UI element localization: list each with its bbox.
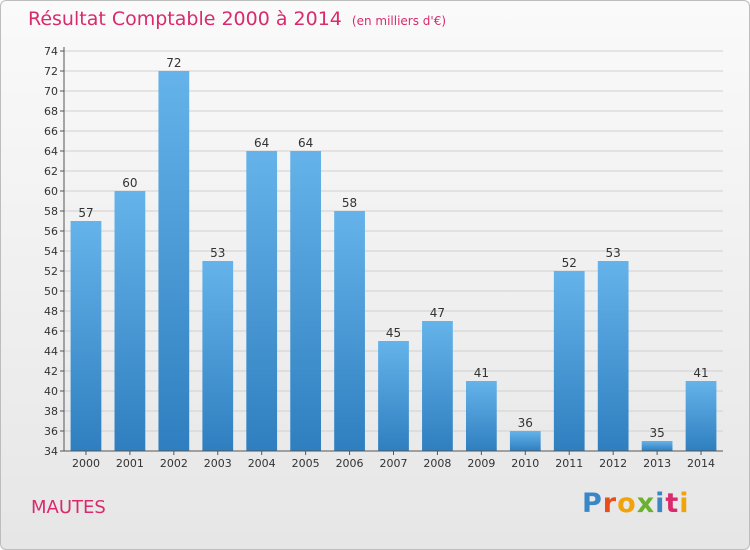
x-tick-label: 2012 (599, 457, 627, 470)
x-tick-label: 2007 (380, 457, 408, 470)
x-tick-label: 2002 (160, 457, 188, 470)
y-tick-label: 34 (44, 445, 58, 458)
y-tick-label: 46 (44, 325, 58, 338)
bar (553, 271, 585, 451)
x-tick-label: 2011 (555, 457, 583, 470)
data-label: 35 (649, 426, 664, 440)
y-tick-label: 50 (44, 285, 58, 298)
data-label: 41 (474, 366, 489, 380)
y-tick-label: 62 (44, 165, 58, 178)
bar (641, 441, 673, 451)
y-tick-label: 60 (44, 185, 58, 198)
bar (685, 381, 717, 451)
y-tick-label: 38 (44, 405, 58, 418)
y-tick-label: 52 (44, 265, 58, 278)
y-tick-label: 64 (44, 145, 58, 158)
y-tick-label: 66 (44, 125, 58, 138)
logo-letter: t (665, 488, 680, 519)
proxiti-logo: Proxiti (582, 488, 690, 519)
x-tick-label: 2013 (643, 457, 671, 470)
bar (509, 431, 541, 451)
bar (465, 381, 497, 451)
y-tick-label: 56 (44, 225, 58, 238)
title-row: Résultat Comptable 2000 à 2014 (en millie… (28, 8, 446, 30)
data-label: 64 (298, 136, 313, 150)
logo-letter: i (655, 488, 666, 519)
logo-letter: x (636, 488, 656, 519)
data-label: 72 (166, 56, 181, 70)
bar (290, 151, 322, 451)
data-label: 57 (78, 206, 93, 220)
bar (246, 151, 278, 451)
logo-letter: P (582, 488, 603, 519)
y-tick-label: 58 (44, 205, 58, 218)
logo-letter: r (602, 488, 618, 519)
y-tick-label: 68 (44, 105, 58, 118)
y-tick-label: 36 (44, 425, 58, 438)
y-tick-label: 44 (44, 345, 58, 358)
data-label: 53 (606, 246, 621, 260)
y-tick-label: 70 (44, 85, 58, 98)
data-label: 60 (122, 176, 137, 190)
x-tick-label: 2009 (467, 457, 495, 470)
y-tick-label: 72 (44, 65, 58, 78)
bar (202, 261, 234, 451)
data-label: 53 (210, 246, 225, 260)
logo-letter: o (617, 488, 637, 519)
bar (114, 191, 146, 451)
x-tick-label: 2003 (204, 457, 232, 470)
x-tick-label: 2005 (292, 457, 320, 470)
y-tick-label: 40 (44, 385, 58, 398)
chart-title: Résultat Comptable 2000 à 2014 (28, 8, 342, 30)
data-label: 52 (562, 256, 577, 270)
data-label: 58 (342, 196, 357, 210)
commune-name: MAUTES (31, 497, 106, 518)
y-tick-label: 42 (44, 365, 58, 378)
bar (334, 211, 365, 451)
data-label: 45 (386, 326, 401, 340)
data-label: 47 (430, 306, 445, 320)
y-tick-label: 48 (44, 305, 58, 318)
bar (158, 71, 190, 451)
data-label: 36 (518, 416, 533, 430)
x-tick-label: 2004 (248, 457, 276, 470)
bar (378, 341, 409, 451)
data-label: 41 (693, 366, 708, 380)
data-label: 64 (254, 136, 269, 150)
y-tick-label: 74 (44, 45, 58, 58)
bar (422, 321, 453, 451)
labels: 34 36 38 40 42 44 46 48 50 52 54 56 58 60 62 64 66 68 70 72… (44, 45, 715, 470)
x-tick-label: 2008 (423, 457, 451, 470)
axes (60, 47, 723, 455)
logo-letter: i (679, 488, 690, 519)
bar (70, 221, 102, 451)
chart-subtitle: (en milliers d'€) (351, 14, 447, 28)
bar (597, 261, 629, 451)
x-tick-label: 2014 (687, 457, 715, 470)
y-tick-label: 54 (44, 245, 58, 258)
bars (70, 71, 717, 451)
x-tick-label: 2000 (72, 457, 100, 470)
x-tick-label: 2001 (116, 457, 144, 470)
x-tick-label: 2006 (336, 457, 364, 470)
x-tick-label: 2010 (511, 457, 539, 470)
